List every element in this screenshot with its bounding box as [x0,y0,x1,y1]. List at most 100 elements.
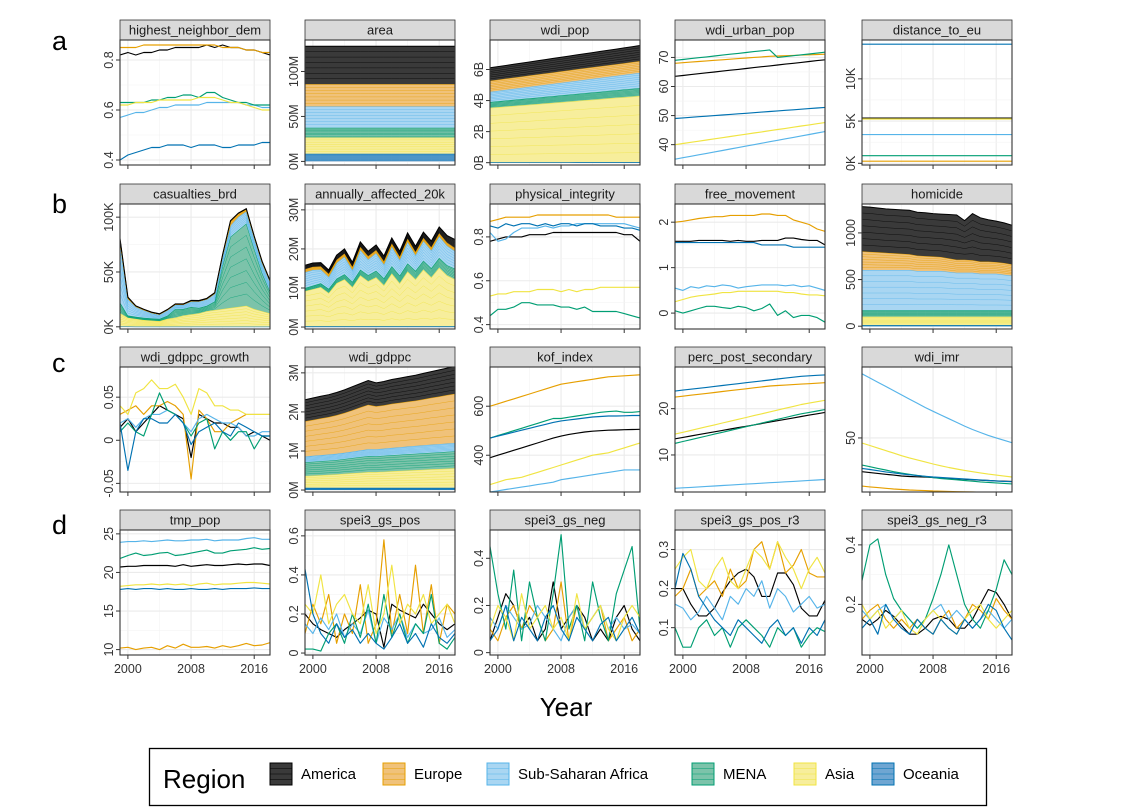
area-stripe-sub-saharan-africa [305,242,455,281]
area-stripe-sub-saharan-africa [862,304,1012,306]
plot-border [304,39,456,166]
panel-title: wdi_gdppc_growth [140,350,249,365]
area-stripe-asia [120,323,270,327]
area-stripe-mena [120,258,270,321]
area-stripe-mena [120,246,270,320]
area-stripe-asia [490,133,640,140]
y-tick-label: 50M [287,104,301,128]
line-series-asia [490,286,640,297]
y-tick-label: 0.1 [657,619,671,636]
area-stripe-sub-saharan-africa [490,74,640,94]
area-stripe-europe [862,261,1012,272]
line-series-oceania [120,587,270,590]
line-series-sub-saharan-africa [490,469,640,492]
y-tick-label: 25 [102,527,116,541]
y-tick-label: 2 [657,219,671,226]
line-series-sub-saharan-africa [120,537,270,543]
y-tick-label: 50 [657,109,671,123]
area-stripe-america [305,373,455,407]
line-series-mena [675,303,825,323]
line-series-america [675,568,825,617]
y-tick-label: 100K [102,202,116,232]
area-stripe-mena [490,93,640,107]
y-tick-label: 0M [287,153,301,170]
x-tick-label: 2008 [547,662,575,676]
area-stripe-sub-saharan-africa [490,76,640,95]
area-stripe-mena [305,458,455,469]
row-letter-a: a [52,26,68,56]
area-stripe-mena [120,293,270,322]
line-series-europe [120,400,270,480]
area-stripe-asia [490,152,640,155]
panel-annually-affected-20k: annually_affected_20k 0M 10M 20M 30M [287,183,456,336]
area-top-america [305,367,455,401]
area-stripe-sub-saharan-africa [490,81,640,98]
area-stripe-asia [120,308,270,323]
line-series-america [675,237,825,246]
area-top-america [490,45,640,69]
line-series-europe [490,581,640,642]
area-stripe-america [305,230,455,273]
area-stripe-asia [120,317,270,325]
line-series-america [675,59,825,77]
area-stripe-asia [305,275,455,299]
panel-title: spei3_gs_neg [525,513,606,528]
panel-title: kof_index [537,350,593,365]
plot-border [119,39,271,166]
area-stripe-sub-saharan-africa [120,212,270,316]
line-series-sub-saharan-africa [675,580,825,621]
area-top-asia [120,305,270,322]
y-tick-label: 40 [657,138,671,152]
panel-area: area 0M 50M 100M [287,19,456,170]
y-tick-label: 0.4 [287,566,301,583]
area-stripe-asia [305,484,455,487]
line-series-asia [120,96,270,111]
plot-marks [120,207,270,328]
area-stripe-europe [305,414,455,437]
plot-marks [120,379,270,480]
panel-distance-to-eu: distance_to_eu 0K 5K 10K [844,19,1013,171]
line-series-asia [490,593,640,642]
y-tick-label: 0.2 [287,605,301,622]
plot-border [674,203,826,330]
panel-title: area [367,23,394,38]
line-series-oceania [675,106,825,120]
area-stripe-sub-saharan-africa [305,245,455,283]
x-tick-label: 2000 [856,662,884,676]
area-band-asia [305,267,455,327]
plot-border [861,366,1013,493]
line-series-oceania [675,242,825,248]
line-series-mena [490,302,640,319]
plot-marks [862,43,1012,162]
y-tick-label: 0M [287,318,301,335]
x-tick-label: 2016 [982,662,1010,676]
line-series-mena [675,49,825,61]
panel-free-movement: free_movement 0 1 2 [657,183,826,333]
area-stripe-america [862,238,1012,254]
plot-marks [862,538,1012,641]
panel-title: physical_integrity [515,187,615,202]
area-stripe-sub-saharan-africa [120,221,270,319]
legend: Region America Europe Sub-Saharan Africa ME… [148,747,988,807]
panel-title: wdi_gdppc [348,350,412,365]
panel-wdi-imr: wdi_imr 50 [844,346,1013,496]
line-series-sub-saharan-africa [862,373,1012,444]
panel-wdi-gdppc: wdi_gdppc 0M 1M 2M 3M [287,346,456,499]
panel-highest-neighbor-dem: highest_neighbor_dem 0.4 0.6 0.8 [102,19,271,169]
y-tick-label: 60 [657,80,671,94]
area-stripe-sub-saharan-africa [305,248,455,285]
line-series-oceania [305,569,455,650]
area-stripe-america [490,47,640,70]
area-stripe-mena [490,94,640,108]
y-tick-label: 4B [472,93,486,108]
y-tick-label: 0K [844,155,858,171]
gridlines [120,530,270,655]
line-series-oceania [120,141,270,161]
line-series-mena [675,409,825,444]
y-tick-label: 600 [472,396,486,417]
area-stripe-asia [305,470,455,478]
x-tick-label: 2008 [177,662,205,676]
y-tick-label: 0.6 [102,101,116,118]
y-tick-label: 0.05 [102,385,116,409]
area-stripe-sub-saharan-africa [305,446,455,460]
